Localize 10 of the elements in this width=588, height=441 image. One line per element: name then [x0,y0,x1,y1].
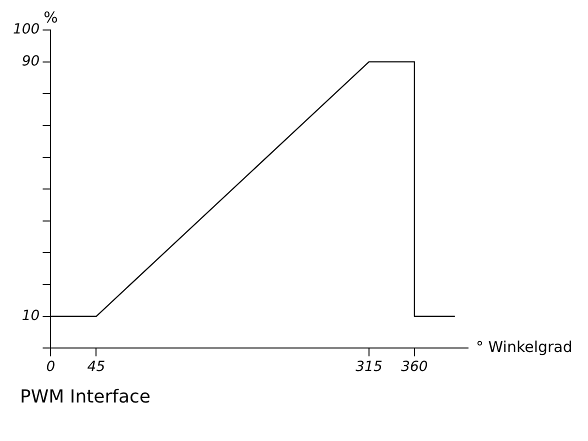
y-tick-label: 100 [12,22,40,38]
x-axis-title: ° Winkelgrad [476,338,572,356]
x-tick-label: 45 [87,359,106,376]
x-tick-label: 0 [46,359,56,376]
text: PWM Interface [20,386,150,408]
x-tick-label: 360 [401,359,428,376]
x-tick-label: 315 [356,359,382,376]
y-axis-title: % [44,8,58,26]
y-tick-label: 90 [22,53,40,70]
y-tick-label: 10 [22,308,40,324]
